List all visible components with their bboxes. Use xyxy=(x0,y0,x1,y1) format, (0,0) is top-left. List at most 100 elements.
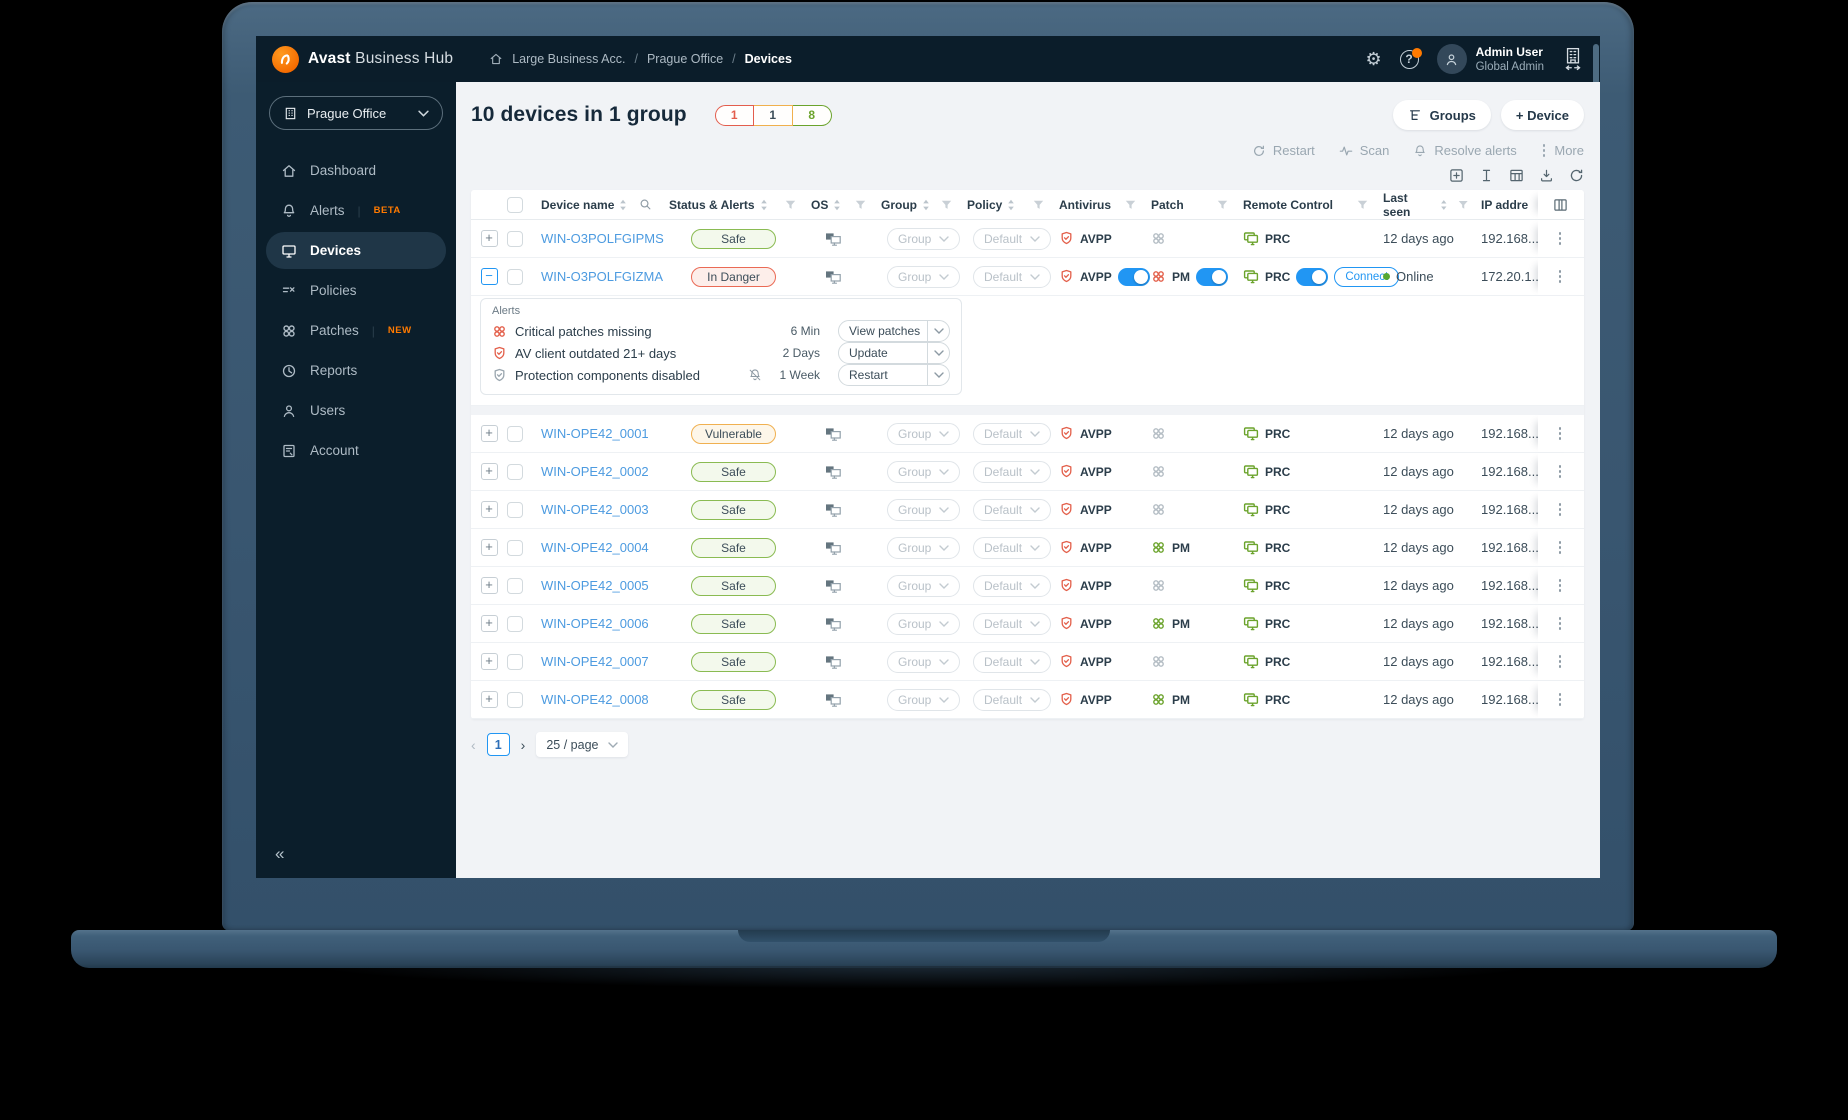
filter-funnel-icon[interactable] xyxy=(1125,200,1136,210)
row-menu-button[interactable] xyxy=(1553,228,1568,249)
sidebar-item-policies[interactable]: Policies xyxy=(266,272,446,309)
row-checkbox[interactable] xyxy=(507,268,523,285)
scan-action[interactable]: Scan xyxy=(1339,143,1389,158)
filter-funnel-icon[interactable] xyxy=(855,200,866,210)
group-dropdown[interactable]: Group xyxy=(887,422,961,445)
row-checkbox[interactable] xyxy=(507,691,523,708)
user-menu[interactable]: Admin User Global Admin xyxy=(1436,44,1544,74)
sort-icon[interactable] xyxy=(1440,199,1448,211)
policy-dropdown[interactable]: Default xyxy=(973,574,1052,597)
search-icon[interactable] xyxy=(639,198,652,211)
row-expander[interactable]: + xyxy=(480,230,498,247)
group-dropdown[interactable]: Group xyxy=(887,650,961,673)
remote-control-toggle[interactable] xyxy=(1296,267,1329,286)
row-expander[interactable]: + xyxy=(480,691,498,708)
sort-icon[interactable] xyxy=(619,199,627,211)
row-menu-button[interactable] xyxy=(1553,575,1568,596)
row-height-icon[interactable] xyxy=(1479,168,1494,183)
sidebar-item-reports[interactable]: Reports xyxy=(266,352,446,389)
sidebar-item-alerts[interactable]: Alerts | BETA xyxy=(266,192,446,229)
policy-dropdown[interactable]: Default xyxy=(973,688,1052,711)
alert-action-dropdown[interactable]: View patches xyxy=(838,320,950,342)
sidebar-collapse-button[interactable]: « xyxy=(275,844,285,863)
filter-funnel-icon[interactable] xyxy=(1217,200,1228,210)
settings-gear-icon[interactable]: ⚙ xyxy=(1365,49,1382,69)
row-expander[interactable]: − xyxy=(480,268,498,285)
more-action[interactable]: More xyxy=(1541,143,1584,158)
row-menu-button[interactable] xyxy=(1553,689,1568,710)
policy-dropdown[interactable]: Default xyxy=(973,498,1052,521)
select-all-checkbox[interactable] xyxy=(507,196,523,213)
row-menu-button[interactable] xyxy=(1553,423,1568,444)
sort-icon[interactable] xyxy=(922,199,930,211)
filter-funnel-icon[interactable] xyxy=(1357,200,1368,210)
row-menu-button[interactable] xyxy=(1553,613,1568,634)
filter-funnel-icon[interactable] xyxy=(1458,200,1468,210)
device-name-link[interactable]: WIN-OPE42_0006 xyxy=(541,616,649,631)
row-expander[interactable]: + xyxy=(480,463,498,480)
policy-dropdown[interactable]: Default xyxy=(973,650,1052,673)
device-name-link[interactable]: WIN-OPE42_0005 xyxy=(541,578,649,593)
filter-funnel-icon[interactable] xyxy=(941,200,952,210)
sort-icon[interactable] xyxy=(760,199,768,211)
sort-icon[interactable] xyxy=(1007,199,1015,211)
device-name-link[interactable]: WIN-OPE42_0007 xyxy=(541,654,649,669)
row-checkbox[interactable] xyxy=(507,539,523,556)
row-checkbox[interactable] xyxy=(507,615,523,632)
sidebar-item-patches[interactable]: Patches | NEW xyxy=(266,312,446,349)
row-checkbox[interactable] xyxy=(507,425,523,442)
row-menu-button[interactable] xyxy=(1553,651,1568,672)
row-menu-button[interactable] xyxy=(1553,499,1568,520)
group-dropdown[interactable]: Group xyxy=(887,227,961,250)
group-dropdown[interactable]: Group xyxy=(887,536,961,559)
breadcrumb-account[interactable]: Large Business Acc. xyxy=(512,52,626,66)
policy-dropdown[interactable]: Default xyxy=(973,612,1052,635)
groups-button[interactable]: Groups xyxy=(1392,100,1491,130)
row-expander[interactable]: + xyxy=(480,539,498,556)
sidebar-item-devices[interactable]: Devices xyxy=(266,232,446,269)
group-dropdown[interactable]: Group xyxy=(887,688,961,711)
device-name-link[interactable]: WIN-OPE42_0004 xyxy=(541,540,649,555)
group-dropdown[interactable]: Group xyxy=(887,460,961,483)
page-size-select[interactable]: 25 / page xyxy=(536,732,629,757)
device-name-link[interactable]: WIN-OPE42_0002 xyxy=(541,464,649,479)
row-expander[interactable]: + xyxy=(480,425,498,442)
help-icon[interactable]: ? xyxy=(1399,47,1422,69)
device-name-link[interactable]: WIN-O3POLFGIPMS xyxy=(541,231,664,246)
row-expander[interactable]: + xyxy=(480,577,498,594)
row-checkbox[interactable] xyxy=(507,501,523,518)
sidebar-item-dashboard[interactable]: Dashboard xyxy=(266,152,446,189)
patch-toggle[interactable] xyxy=(1196,267,1228,286)
sidebar-item-account[interactable]: Account xyxy=(266,432,446,469)
prev-page-button[interactable]: ‹ xyxy=(471,736,476,753)
row-expander[interactable]: + xyxy=(480,653,498,670)
policy-dropdown[interactable]: Default xyxy=(973,422,1052,445)
policy-dropdown[interactable]: Default xyxy=(973,265,1052,288)
device-name-link[interactable]: WIN-OPE42_0003 xyxy=(541,502,649,517)
column-settings-icon[interactable] xyxy=(1553,198,1568,212)
sidebar-item-users[interactable]: Users xyxy=(266,392,446,429)
safe-count-badge[interactable]: 8 xyxy=(792,104,832,126)
vulnerable-count-badge[interactable]: 1 xyxy=(753,104,793,126)
device-name-link[interactable]: WIN-OPE42_0001 xyxy=(541,426,649,441)
row-checkbox[interactable] xyxy=(507,653,523,670)
row-expander[interactable]: + xyxy=(480,615,498,632)
policy-dropdown[interactable]: Default xyxy=(973,460,1052,483)
policy-dropdown[interactable]: Default xyxy=(973,536,1052,559)
breadcrumb-site[interactable]: Prague Office xyxy=(646,52,724,66)
antivirus-toggle[interactable] xyxy=(1117,267,1150,286)
add-column-icon[interactable] xyxy=(1449,168,1464,183)
current-page[interactable]: 1 xyxy=(486,733,510,756)
row-expander[interactable]: + xyxy=(480,501,498,518)
group-dropdown[interactable]: Group xyxy=(887,574,961,597)
row-menu-button[interactable] xyxy=(1553,266,1568,287)
scrollbar-thumb[interactable] xyxy=(1593,44,1599,106)
alert-action-dropdown[interactable]: Restart xyxy=(838,364,950,386)
next-page-button[interactable]: › xyxy=(520,736,526,753)
group-dropdown[interactable]: Group xyxy=(887,265,961,288)
refresh-icon[interactable] xyxy=(1569,168,1584,183)
device-name-link[interactable]: WIN-OPE42_0008 xyxy=(541,692,649,707)
group-dropdown[interactable]: Group xyxy=(887,612,961,635)
row-checkbox[interactable] xyxy=(507,230,523,247)
danger-count-badge[interactable]: 1 xyxy=(714,104,754,126)
